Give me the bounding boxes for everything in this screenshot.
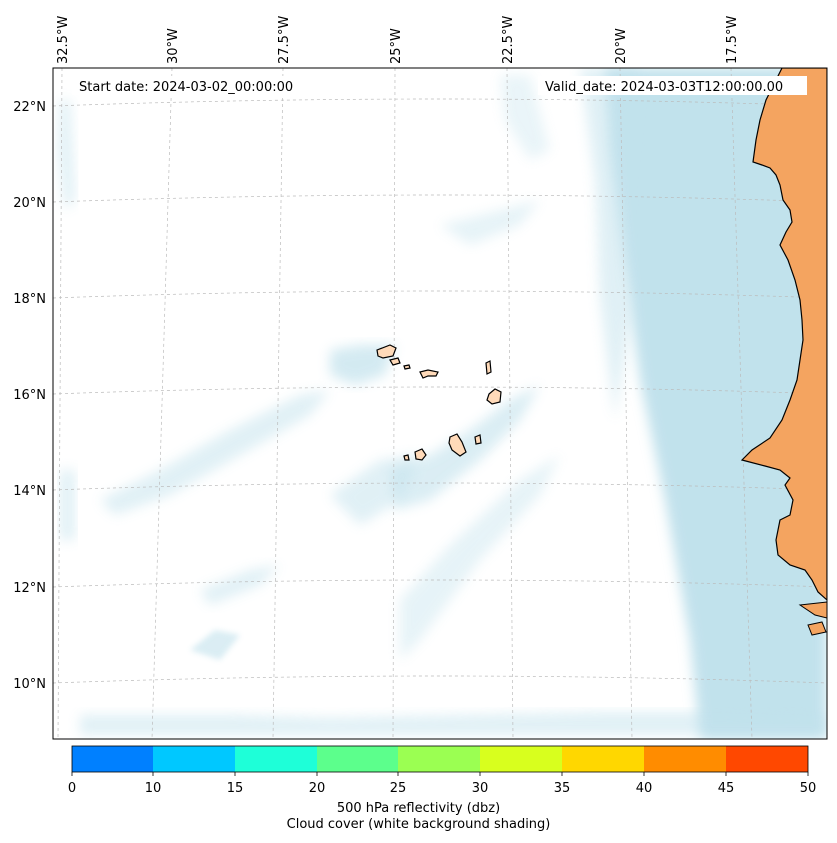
cloud-streak-7 xyxy=(440,200,540,245)
island-fogo xyxy=(414,448,427,461)
colorbar-tick-20: 20 xyxy=(309,781,326,796)
gridline-lat-16 xyxy=(53,386,827,395)
lat-label-20n: 20°N xyxy=(13,196,46,211)
cloud-streak-11 xyxy=(190,630,240,660)
cloud-streak-6 xyxy=(200,565,280,605)
colorbar-segment-6 xyxy=(480,746,562,772)
island-santa-luzia xyxy=(403,364,411,370)
island-brava xyxy=(403,454,410,461)
colorbar-tick-0: 0 xyxy=(68,781,76,796)
gridline-lon-20 xyxy=(619,68,633,739)
gridline-lat-12 xyxy=(53,579,827,588)
graticule xyxy=(53,68,827,739)
gridline-lon-17-5 xyxy=(730,68,753,739)
colorbar-tick-15: 15 xyxy=(227,781,244,796)
lon-label-22-5w: 22.5°W xyxy=(501,16,516,64)
lon-label-20w: 20°W xyxy=(614,28,629,64)
gridline-lat-14 xyxy=(53,482,827,491)
colorbar-frame xyxy=(71,745,809,773)
colorbar-tick-40: 40 xyxy=(636,781,653,796)
lat-label-18n: 18°N xyxy=(13,292,46,307)
cloud-streak-1 xyxy=(100,390,330,515)
lat-label-16n: 16°N xyxy=(13,388,46,403)
island-santiago xyxy=(448,433,467,457)
gridline-lon-25 xyxy=(392,68,396,739)
colorbar: 0 10 15 20 25 30 35 40 45 50 xyxy=(68,745,817,796)
start-date-box xyxy=(72,76,308,95)
colorbar-sublabel: Cloud cover (white background shading) xyxy=(286,817,551,832)
lon-label-30w: 30°W xyxy=(166,28,181,64)
lon-label-25w: 25°W xyxy=(389,28,404,64)
valid-date-box xyxy=(538,76,807,95)
island-sal xyxy=(485,360,492,375)
colorbar-segment-9 xyxy=(726,746,808,772)
colorbar-segment-3 xyxy=(235,746,317,772)
gridline-lat-20 xyxy=(53,194,827,203)
lat-label-14n: 14°N xyxy=(13,484,46,499)
gridline-lat-22 xyxy=(53,98,827,107)
cloud-streak-5 xyxy=(400,455,560,660)
cloud-streak-12 xyxy=(500,75,550,160)
lat-label-22n: 22°N xyxy=(13,100,46,115)
cape-verde-islands xyxy=(376,344,502,461)
island-santo-antao xyxy=(376,344,397,359)
colorbar-tick-25: 25 xyxy=(390,781,407,796)
colorbar-tick-35: 35 xyxy=(554,781,571,796)
island-sao-nicolau xyxy=(419,369,439,379)
lon-label-27-5w: 27.5°W xyxy=(277,16,292,64)
colorbar-tick-10: 10 xyxy=(145,781,162,796)
valid-date-label: Valid_date: 2024-03-03T12:00:00.00 xyxy=(545,80,783,95)
colorbar-segment-5 xyxy=(398,746,480,772)
guinea-bissau-coast xyxy=(798,601,827,619)
gridline-lon-32-5 xyxy=(57,68,63,739)
colorbar-label: 500 hPa reflectivity (dbz) xyxy=(336,801,501,816)
gridline-lat-18 xyxy=(53,290,827,299)
lat-label-12n: 12°N xyxy=(13,581,46,596)
colorbar-segment-2 xyxy=(153,746,235,772)
colorbar-segment-8 xyxy=(644,746,726,772)
colorbar-segment-1 xyxy=(72,746,154,772)
lat-label-10n: 10°N xyxy=(13,677,46,692)
island-boa-vista xyxy=(486,388,502,405)
gridline-lat-10 xyxy=(53,675,827,684)
colorbar-segment-4 xyxy=(317,746,399,772)
gridline-lon-22-5 xyxy=(506,68,514,739)
lon-label-17-5w: 17.5°W xyxy=(725,16,740,64)
start-date-label: Start date: 2024-03-02_00:00:00 xyxy=(79,80,293,95)
colorbar-segment-7 xyxy=(562,746,644,772)
colorbar-tick-45: 45 xyxy=(718,781,735,796)
cloud-band-east xyxy=(605,68,827,739)
gridline-lon-27-5 xyxy=(272,68,284,739)
cloud-streak-2 xyxy=(390,385,540,510)
map-panel xyxy=(53,68,827,739)
lon-label-32-5w: 32.5°W xyxy=(56,16,71,64)
colorbar-tick-50: 50 xyxy=(800,781,817,796)
cloud-streak-8 xyxy=(58,100,75,210)
gridline-lon-30 xyxy=(151,68,173,739)
cloud-streak-9 xyxy=(60,470,75,540)
cloud-streak-4 xyxy=(330,455,420,525)
bijagos-islands xyxy=(807,621,827,636)
island-maio xyxy=(474,434,482,445)
colorbar-tick-30: 30 xyxy=(472,781,489,796)
map-frame xyxy=(52,67,828,740)
africa-mainland xyxy=(740,68,827,601)
island-sao-vicente xyxy=(389,357,401,366)
cloud-streak-10 xyxy=(80,712,827,735)
